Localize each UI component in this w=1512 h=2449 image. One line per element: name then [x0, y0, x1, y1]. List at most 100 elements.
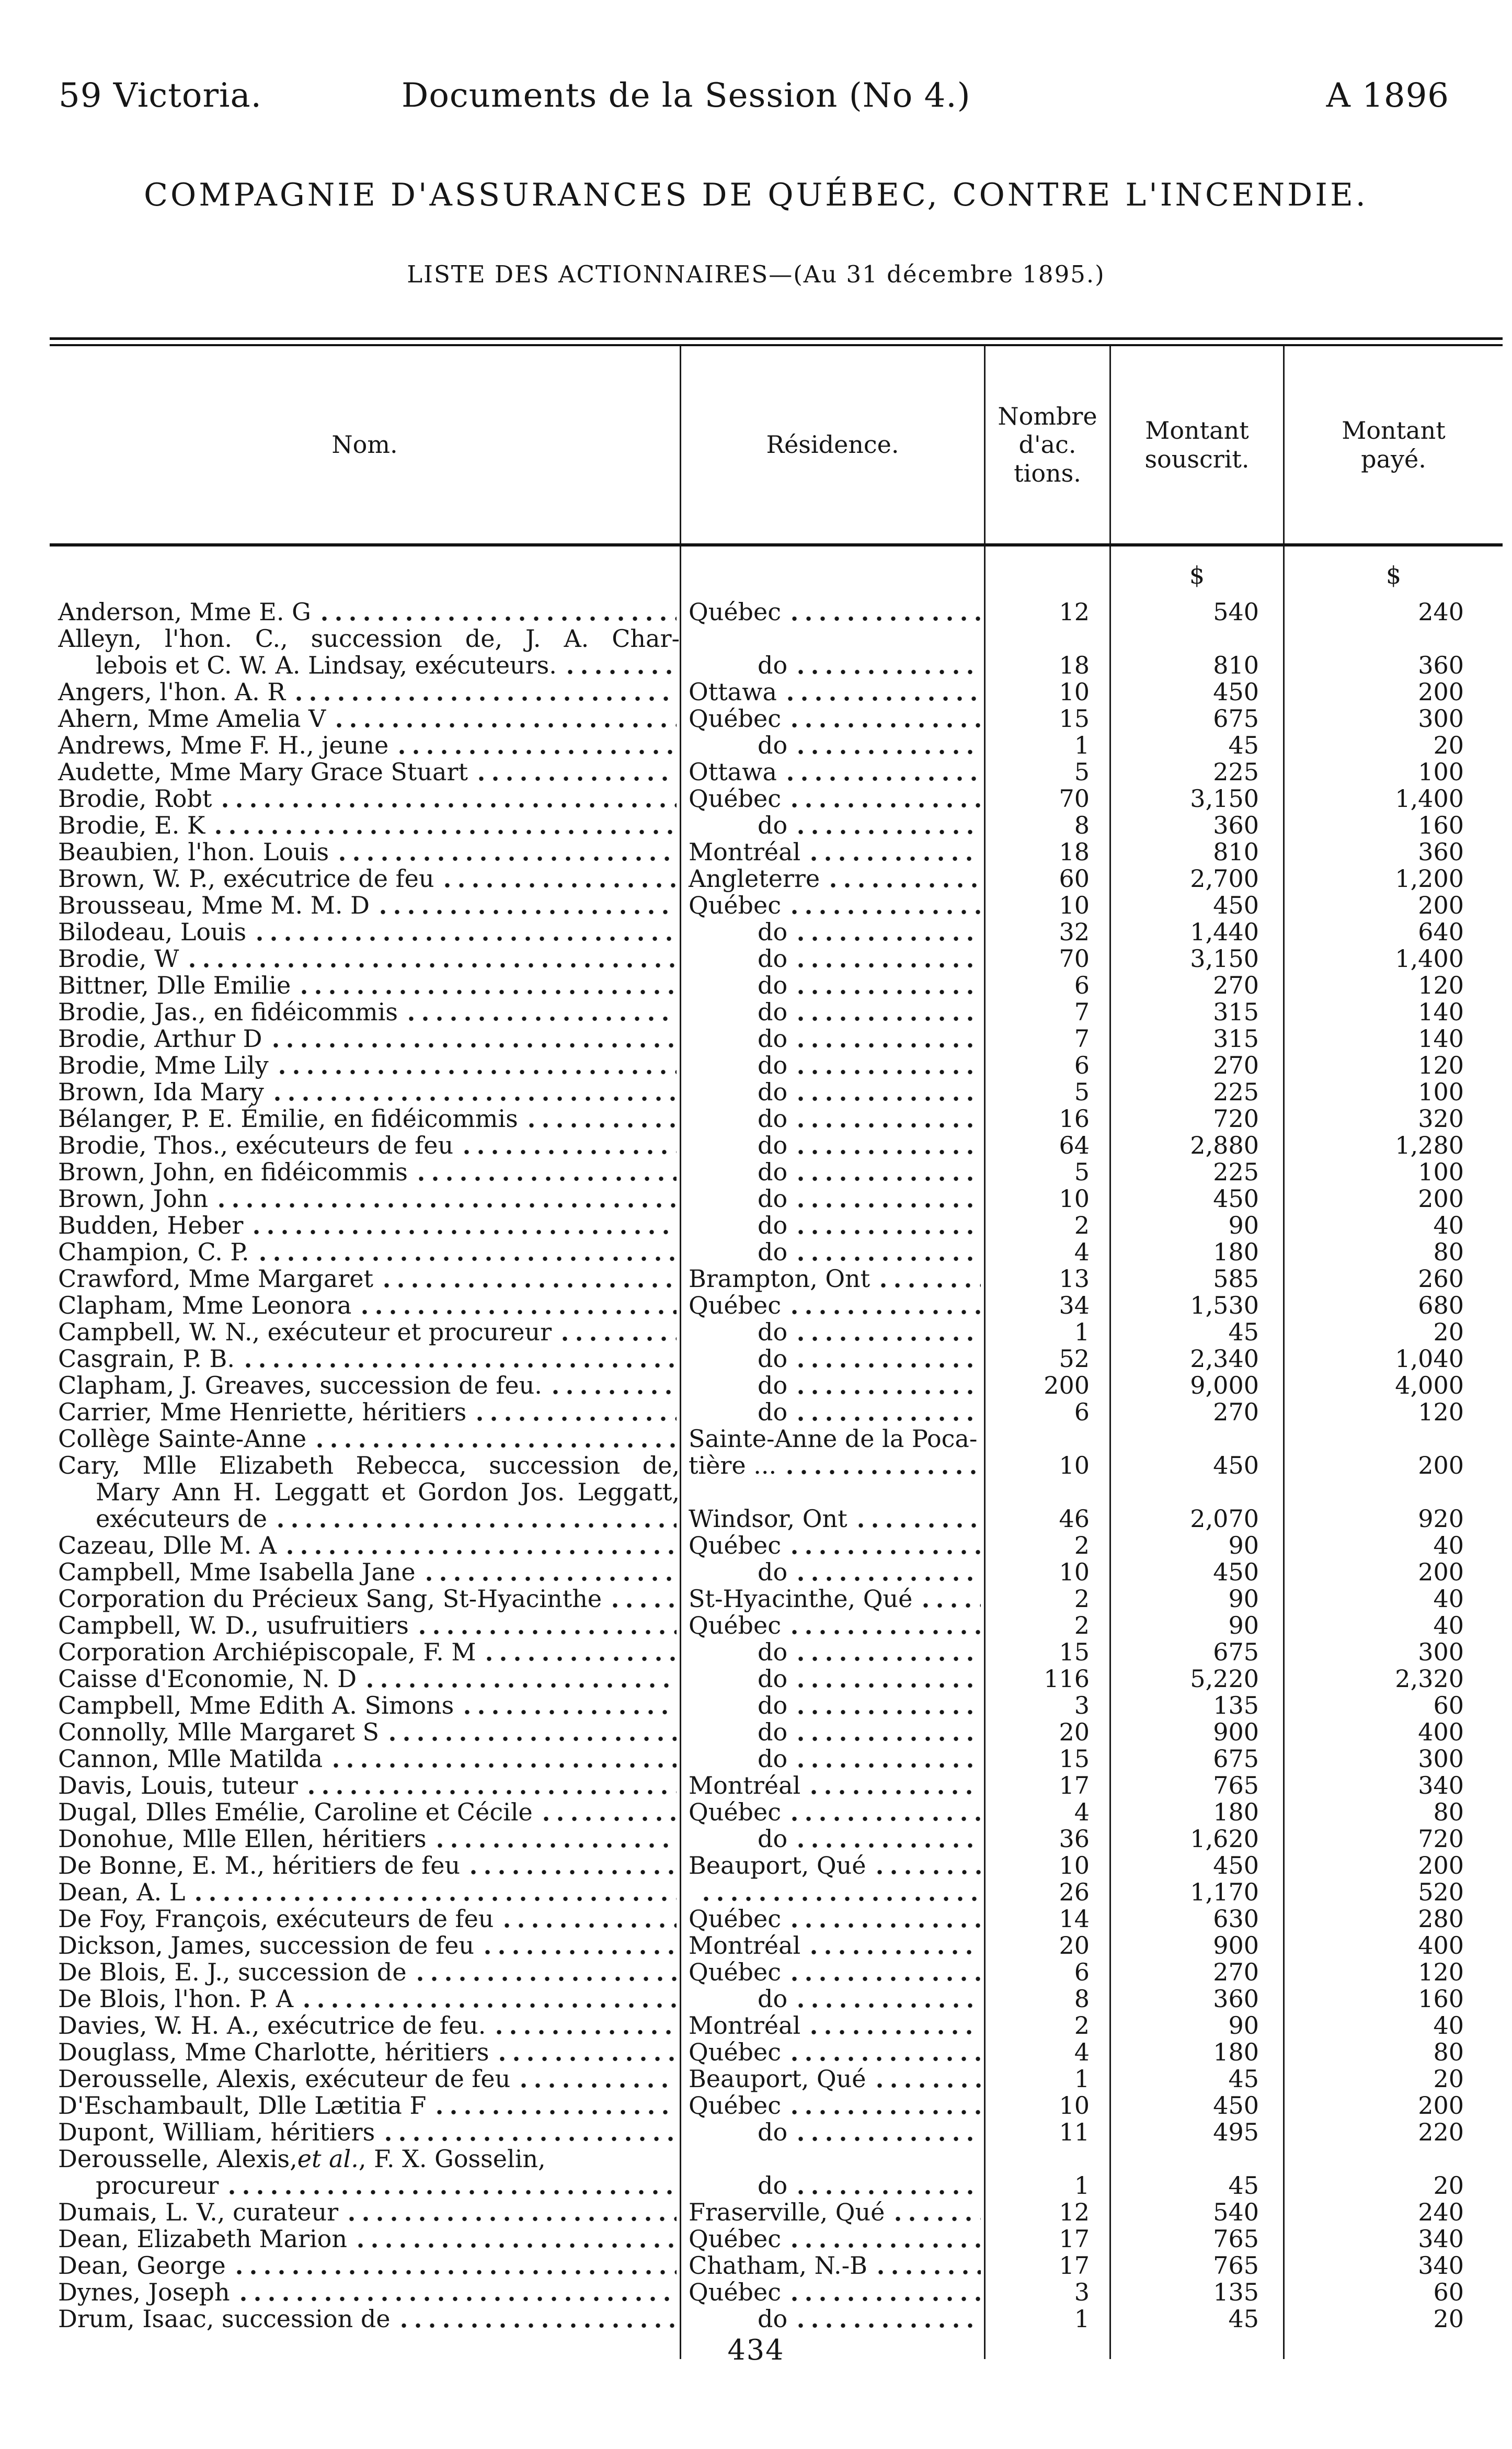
residence: do: [758, 1745, 788, 1773]
dot-leader: [211, 829, 677, 835]
dot-leader: [794, 2003, 981, 2008]
amount-paid: 360: [1283, 839, 1503, 865]
residence: do: [758, 1131, 788, 1159]
shares-count: 4: [984, 1799, 1109, 1826]
dot-leader: [304, 1790, 677, 1795]
residence: do: [758, 1238, 788, 1266]
shareholder-name: Dugal, Dlles Emélie, Caroline et Cécile: [58, 1798, 533, 1826]
dot-leader: [255, 1256, 677, 1261]
shares-count: 15: [984, 1639, 1109, 1666]
residence: Québec: [689, 598, 781, 626]
amount-paid: 60: [1283, 1692, 1503, 1719]
shareholder-name: Dean, Elizabeth Marion: [58, 2225, 348, 2253]
residence: Québec: [689, 704, 781, 733]
dot-leader: [787, 1309, 981, 1315]
dot-leader: [283, 1550, 677, 1555]
residence: Sainte-Anne de la Poca-: [689, 1425, 978, 1453]
residence: Québec: [689, 784, 781, 813]
dot-leader: [783, 1470, 981, 1475]
dot-leader: [232, 2270, 677, 2275]
shares-count: 6: [984, 1399, 1109, 1426]
shareholder-name: D'Eschambault, Dlle Lætitia F: [58, 2091, 427, 2120]
dot-leader: [300, 2003, 677, 2008]
amount-subscribed: 450: [1109, 1186, 1283, 1212]
shares-count: 3: [984, 1692, 1109, 1719]
amount-subscribed: 5,220: [1109, 1666, 1283, 1692]
amount-paid: 1,400: [1283, 785, 1503, 812]
amount-subscribed: 90: [1109, 1212, 1283, 1239]
amount-subscribed: 765: [1109, 2226, 1283, 2252]
residence: Montréal: [689, 1771, 801, 1799]
dot-leader: [218, 803, 677, 808]
table-row: Cary, Mlle Elizabeth Rebecca, succession…: [50, 1452, 1503, 1479]
residence: do: [758, 1371, 788, 1399]
amount-subscribed: 450: [1109, 1852, 1283, 1879]
shares-count: 4: [984, 2039, 1109, 2066]
amount-paid: 640: [1283, 919, 1503, 946]
shareholder-name: Dumais, L. V., curateur: [58, 2198, 339, 2226]
dot-leader: [919, 1603, 981, 1608]
shareholder-name: Brown, John: [58, 1184, 209, 1213]
shareholder-name: De Blois, l'hon. P. A: [58, 1985, 294, 2013]
amount-subscribed: 225: [1109, 1159, 1283, 1186]
amount-subscribed: 360: [1109, 812, 1283, 839]
dot-leader: [474, 776, 677, 781]
table-row: exécuteurs de Windsor, Ont 46 2,070 920: [50, 1506, 1503, 1532]
shareholder-name: Brown, W. P., exécutrice de feu: [58, 864, 434, 893]
amount-subscribed: 360: [1109, 1986, 1283, 2012]
dot-leader: [794, 1736, 981, 1741]
table-row: Connolly, Mlle Margaret S do 20 900 400: [50, 1719, 1503, 1746]
column-header-nombre-actions: Nombre d'ac. tions.: [984, 346, 1109, 543]
residence: do: [758, 1638, 788, 1666]
shares-count: 10: [984, 1186, 1109, 1212]
dot-leader: [480, 1950, 677, 1955]
table-row: Bilodeau, Louis do 32 1,440 640: [50, 919, 1503, 946]
dot-leader: [273, 1523, 677, 1528]
dot-leader: [329, 1763, 677, 1768]
amount-subscribed: 45: [1109, 732, 1283, 759]
amount-subscribed: 45: [1109, 2306, 1283, 2332]
residence: do: [758, 1345, 788, 1373]
shares-count: 7: [984, 1026, 1109, 1052]
dot-leader: [380, 1283, 677, 1288]
amount-paid: 4,000: [1283, 1372, 1503, 1399]
dot-leader: [699, 1896, 981, 1901]
shares-count: 2: [984, 1212, 1109, 1239]
dot-leader: [794, 1683, 981, 1688]
residence: Windsor, Ont: [689, 1505, 847, 1533]
residence: Québec: [689, 1905, 781, 1933]
shareholder-name: Campbell, W. D., usufruitiers: [58, 1611, 409, 1639]
dot-leader: [432, 1843, 677, 1848]
dot-leader: [524, 1123, 677, 1128]
amount-paid: 680: [1283, 1292, 1503, 1319]
shareholder-name: Crawford, Mme Margaret: [58, 1265, 374, 1293]
table-row: Douglass, Mme Charlotte, héritiers Québec…: [50, 2039, 1503, 2066]
shares-count: 15: [984, 1746, 1109, 1772]
shareholder-name: Dean, A. L: [58, 1878, 186, 1906]
dollar-sign-souscrit: $: [1109, 546, 1283, 599]
amount-paid: 120: [1283, 1959, 1503, 1986]
shareholder-name: Brodie, Jas., en fidéicommis: [58, 998, 398, 1026]
shares-count: 1: [984, 1319, 1109, 1346]
dot-leader: [872, 2083, 981, 2088]
shares-count: 10: [984, 1452, 1109, 1479]
amount-subscribed: 2,880: [1109, 1132, 1283, 1159]
dot-leader: [794, 2136, 981, 2142]
amount-paid: 340: [1283, 2226, 1503, 2252]
shares-count: 2: [984, 2012, 1109, 2039]
amount-paid: 200: [1283, 2092, 1503, 2119]
shareholder-name: De Blois, E. J., succession de: [58, 1958, 407, 1986]
table-row: Campbell, W. N., exécuteur et procureur d…: [50, 1319, 1503, 1346]
shares-count: [984, 2146, 1109, 2172]
residence: do: [758, 1211, 788, 1239]
shareholder-name: Collège Sainte-Anne: [58, 1425, 307, 1453]
amount-subscribed: 90: [1109, 1612, 1283, 1639]
shareholder-name: De Foy, François, exécuteurs de feu: [58, 1905, 494, 1933]
table-row: Corporation du Précieux Sang, St-Hyacint…: [50, 1586, 1503, 1612]
dot-leader: [236, 2296, 677, 2302]
column-header-montant-paye: Montant payé.: [1283, 346, 1503, 543]
amount-paid: 200: [1283, 1452, 1503, 1479]
dot-leader: [787, 2110, 981, 2115]
dot-leader: [558, 1336, 677, 1341]
dot-leader: [787, 2056, 981, 2061]
